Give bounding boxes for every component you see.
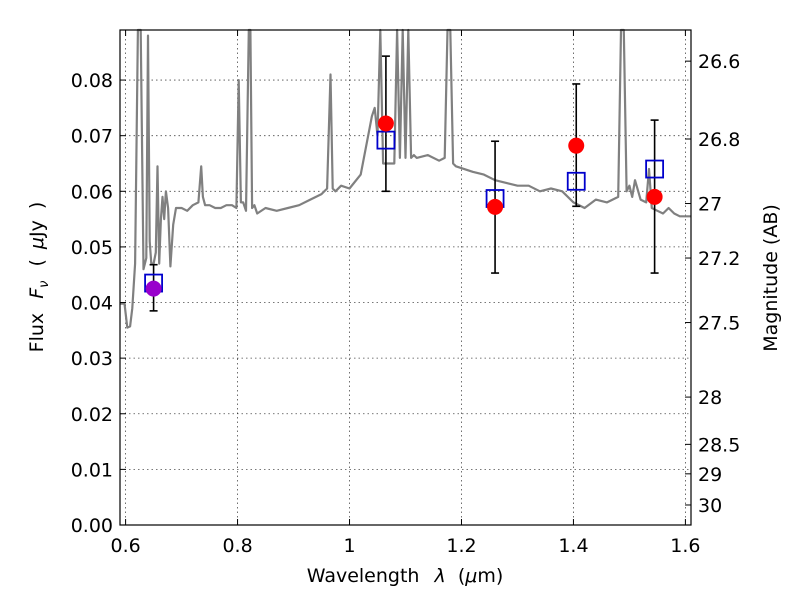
- y-axis-label-unit-mu: μ: [26, 237, 48, 250]
- model-points: [144, 130, 665, 293]
- right-y-tick-label: 27.5: [698, 313, 740, 335]
- x-axis-ticks: 0.6 0.8 1 1.2 1.4 1.6: [110, 30, 701, 557]
- y-tick-label: 0.04: [71, 293, 113, 315]
- right-y-tick-label: 29: [698, 464, 722, 486]
- x-tick-label: 1.2: [446, 535, 476, 557]
- model-spectrum-line: [120, 28, 691, 329]
- observed-points: [145, 115, 663, 297]
- right-y-tick-label: 27.2: [698, 248, 740, 270]
- y-axis-label: Flux Fν ( μJy ): [26, 202, 53, 353]
- y-tick-label: 0.01: [71, 459, 113, 481]
- observed-point: [487, 198, 504, 215]
- y-axis-ticks: 0.00 0.01 0.02 0.03 0.04 0.05 0.06 0.07 0.08: [71, 70, 126, 537]
- x-axis-label: Wavelength λ (μm): [307, 565, 504, 587]
- x-tick-label: 0.8: [222, 535, 252, 557]
- y-axis-label-symbol: F: [26, 287, 48, 299]
- model-point: [645, 159, 665, 179]
- x-axis-label-prefix: Wavelength: [307, 565, 420, 587]
- right-y-tick-label: 26.6: [698, 51, 740, 73]
- y-axis-label-unit-open: (: [26, 259, 48, 266]
- grid-lines: [120, 30, 691, 526]
- y-axis-label-prefix: Flux: [26, 313, 48, 353]
- y-tick-label: 0.07: [71, 126, 113, 148]
- y-tick-label: 0.05: [71, 237, 113, 259]
- right-y-tick-label: 30: [698, 495, 722, 517]
- y-axis-label-subscript: ν: [37, 281, 52, 288]
- x-axis-label-unit-rest: m): [477, 565, 503, 587]
- x-tick-label: 1.4: [558, 535, 588, 557]
- right-y-axis-label: Magnitude (AB): [760, 204, 782, 352]
- y-tick-label: 0.02: [71, 404, 113, 426]
- y-axis-label-unit-rest: Jy: [26, 220, 48, 238]
- y-axis-label-unit-close: ): [26, 202, 48, 209]
- observed-point: [646, 188, 663, 205]
- x-axis-label-unit-mu: μ: [464, 565, 477, 587]
- y-tick-label: 0.08: [71, 70, 113, 92]
- model-spectrum: [120, 28, 691, 329]
- x-axis-label-symbol: λ: [434, 565, 446, 587]
- right-y-tick-label: 28.5: [698, 434, 740, 456]
- x-axis-label-unit-open: (: [458, 565, 465, 587]
- observed-point: [377, 115, 394, 132]
- observed-point: [568, 137, 585, 154]
- x-tick-label: 1.6: [670, 535, 700, 557]
- right-y-tick-label: 27: [698, 194, 722, 216]
- plot-frame: [119, 29, 692, 526]
- x-tick-label: 1: [343, 535, 355, 557]
- y-tick-label: 0.00: [71, 515, 113, 537]
- right-y-tick-label: 26.8: [698, 129, 740, 151]
- observed-point: [145, 280, 162, 297]
- right-y-axis-ticks: 26.6 26.8 27 27.2 27.5 28 28.5 29 30: [685, 51, 740, 517]
- y-tick-label: 0.03: [71, 348, 113, 370]
- model-point: [376, 130, 396, 150]
- y-tick-label: 0.06: [71, 181, 113, 203]
- right-y-tick-label: 28: [698, 387, 722, 409]
- x-tick-label: 0.6: [110, 535, 140, 557]
- model-point: [566, 171, 586, 191]
